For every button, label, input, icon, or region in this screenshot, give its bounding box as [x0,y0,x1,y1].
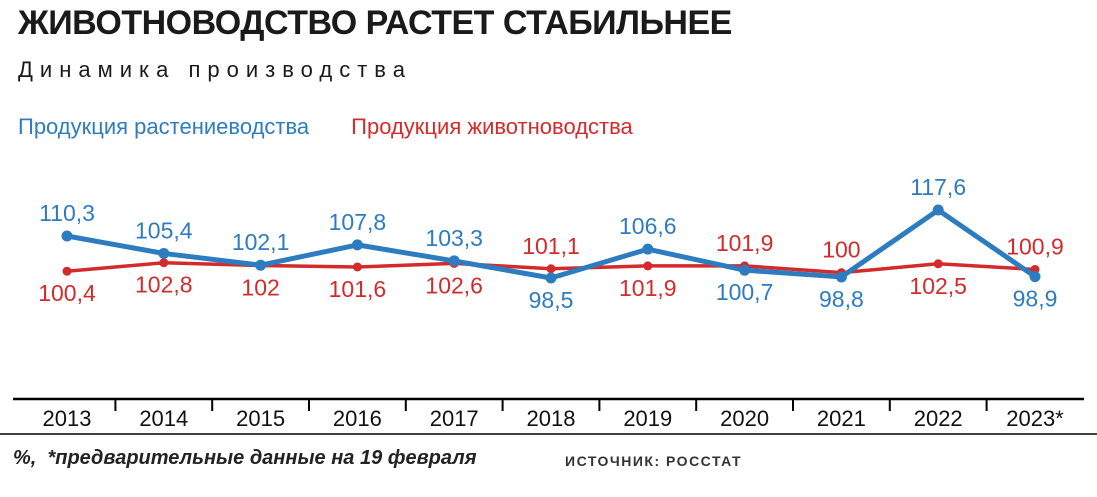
livestock-point [159,258,169,268]
livestock-point [933,259,943,269]
livestock-point [62,266,72,276]
legend-item-0: Продукция растениеводства [18,114,310,139]
legend-item-1: Продукция животноводства [351,114,633,139]
value-label: 102,1 [232,229,290,255]
value-label: 106,6 [619,213,677,239]
value-label: 100,9 [1006,233,1064,259]
value-label: 98,9 [1013,286,1058,312]
value-label: 98,5 [529,287,574,313]
x-axis-label: 2014 [139,406,188,431]
value-label: 100 [822,237,860,263]
x-axis-label: 2021 [817,406,866,431]
crop-point [835,271,847,283]
crop-point [158,247,170,259]
value-label: 100,7 [716,279,774,305]
livestock-point [643,261,653,271]
footnote: %, *предварительные данные на 19 февраля [13,447,477,469]
value-label: 107,8 [329,209,387,235]
livestock-point [546,264,556,274]
value-label: 102,5 [909,273,967,299]
value-label: 103,3 [425,225,483,251]
crop-point [448,255,460,267]
x-axis-label: 2023* [1006,406,1064,431]
crop-point [255,259,267,271]
value-label: 117,6 [910,174,966,200]
x-axis-label: 2022 [914,406,963,431]
crop-point [932,204,944,216]
x-axis-label: 2015 [236,406,285,431]
x-axis-label: 2019 [623,406,672,431]
crop-point [351,239,363,251]
crop-point [739,264,751,276]
x-axis-label: 2018 [527,406,576,431]
x-axis-label: 2013 [43,406,92,431]
livestock-point [352,262,362,272]
value-label: 101,6 [329,276,387,302]
crop-point [61,230,73,242]
value-label: 110,3 [39,200,95,226]
crop-point [642,243,654,255]
crop-point [1029,271,1041,283]
value-label: 101,9 [716,230,774,256]
value-label: 100,4 [38,280,96,306]
chart-legend: Продукция растениеводства Продукция живо… [18,114,633,140]
source-label: ИСТОЧНИК: РОССТАТ [565,453,743,469]
value-label: 102,6 [425,272,483,298]
page-title: ЖИВОТНОВОДСТВО РАСТЕТ СТАБИЛЬНЕЕ [18,4,732,42]
x-axis-label: 2016 [333,406,382,431]
value-label: 101,9 [619,275,677,301]
line-chart: 2013 2014 2015 2016 2017 2018 2019 2020 2021 2022… [0,174,1097,435]
value-label: 102,8 [135,272,193,298]
chart-subtitle: Динамика производства [18,57,412,82]
value-label: 101,1 [522,233,580,259]
crop-point [545,272,557,284]
value-label: 105,4 [135,217,193,243]
x-axis-label: 2020 [720,406,769,431]
x-axis-label: 2017 [430,406,479,431]
value-label: 98,8 [819,286,864,312]
value-label: 102 [241,275,279,301]
